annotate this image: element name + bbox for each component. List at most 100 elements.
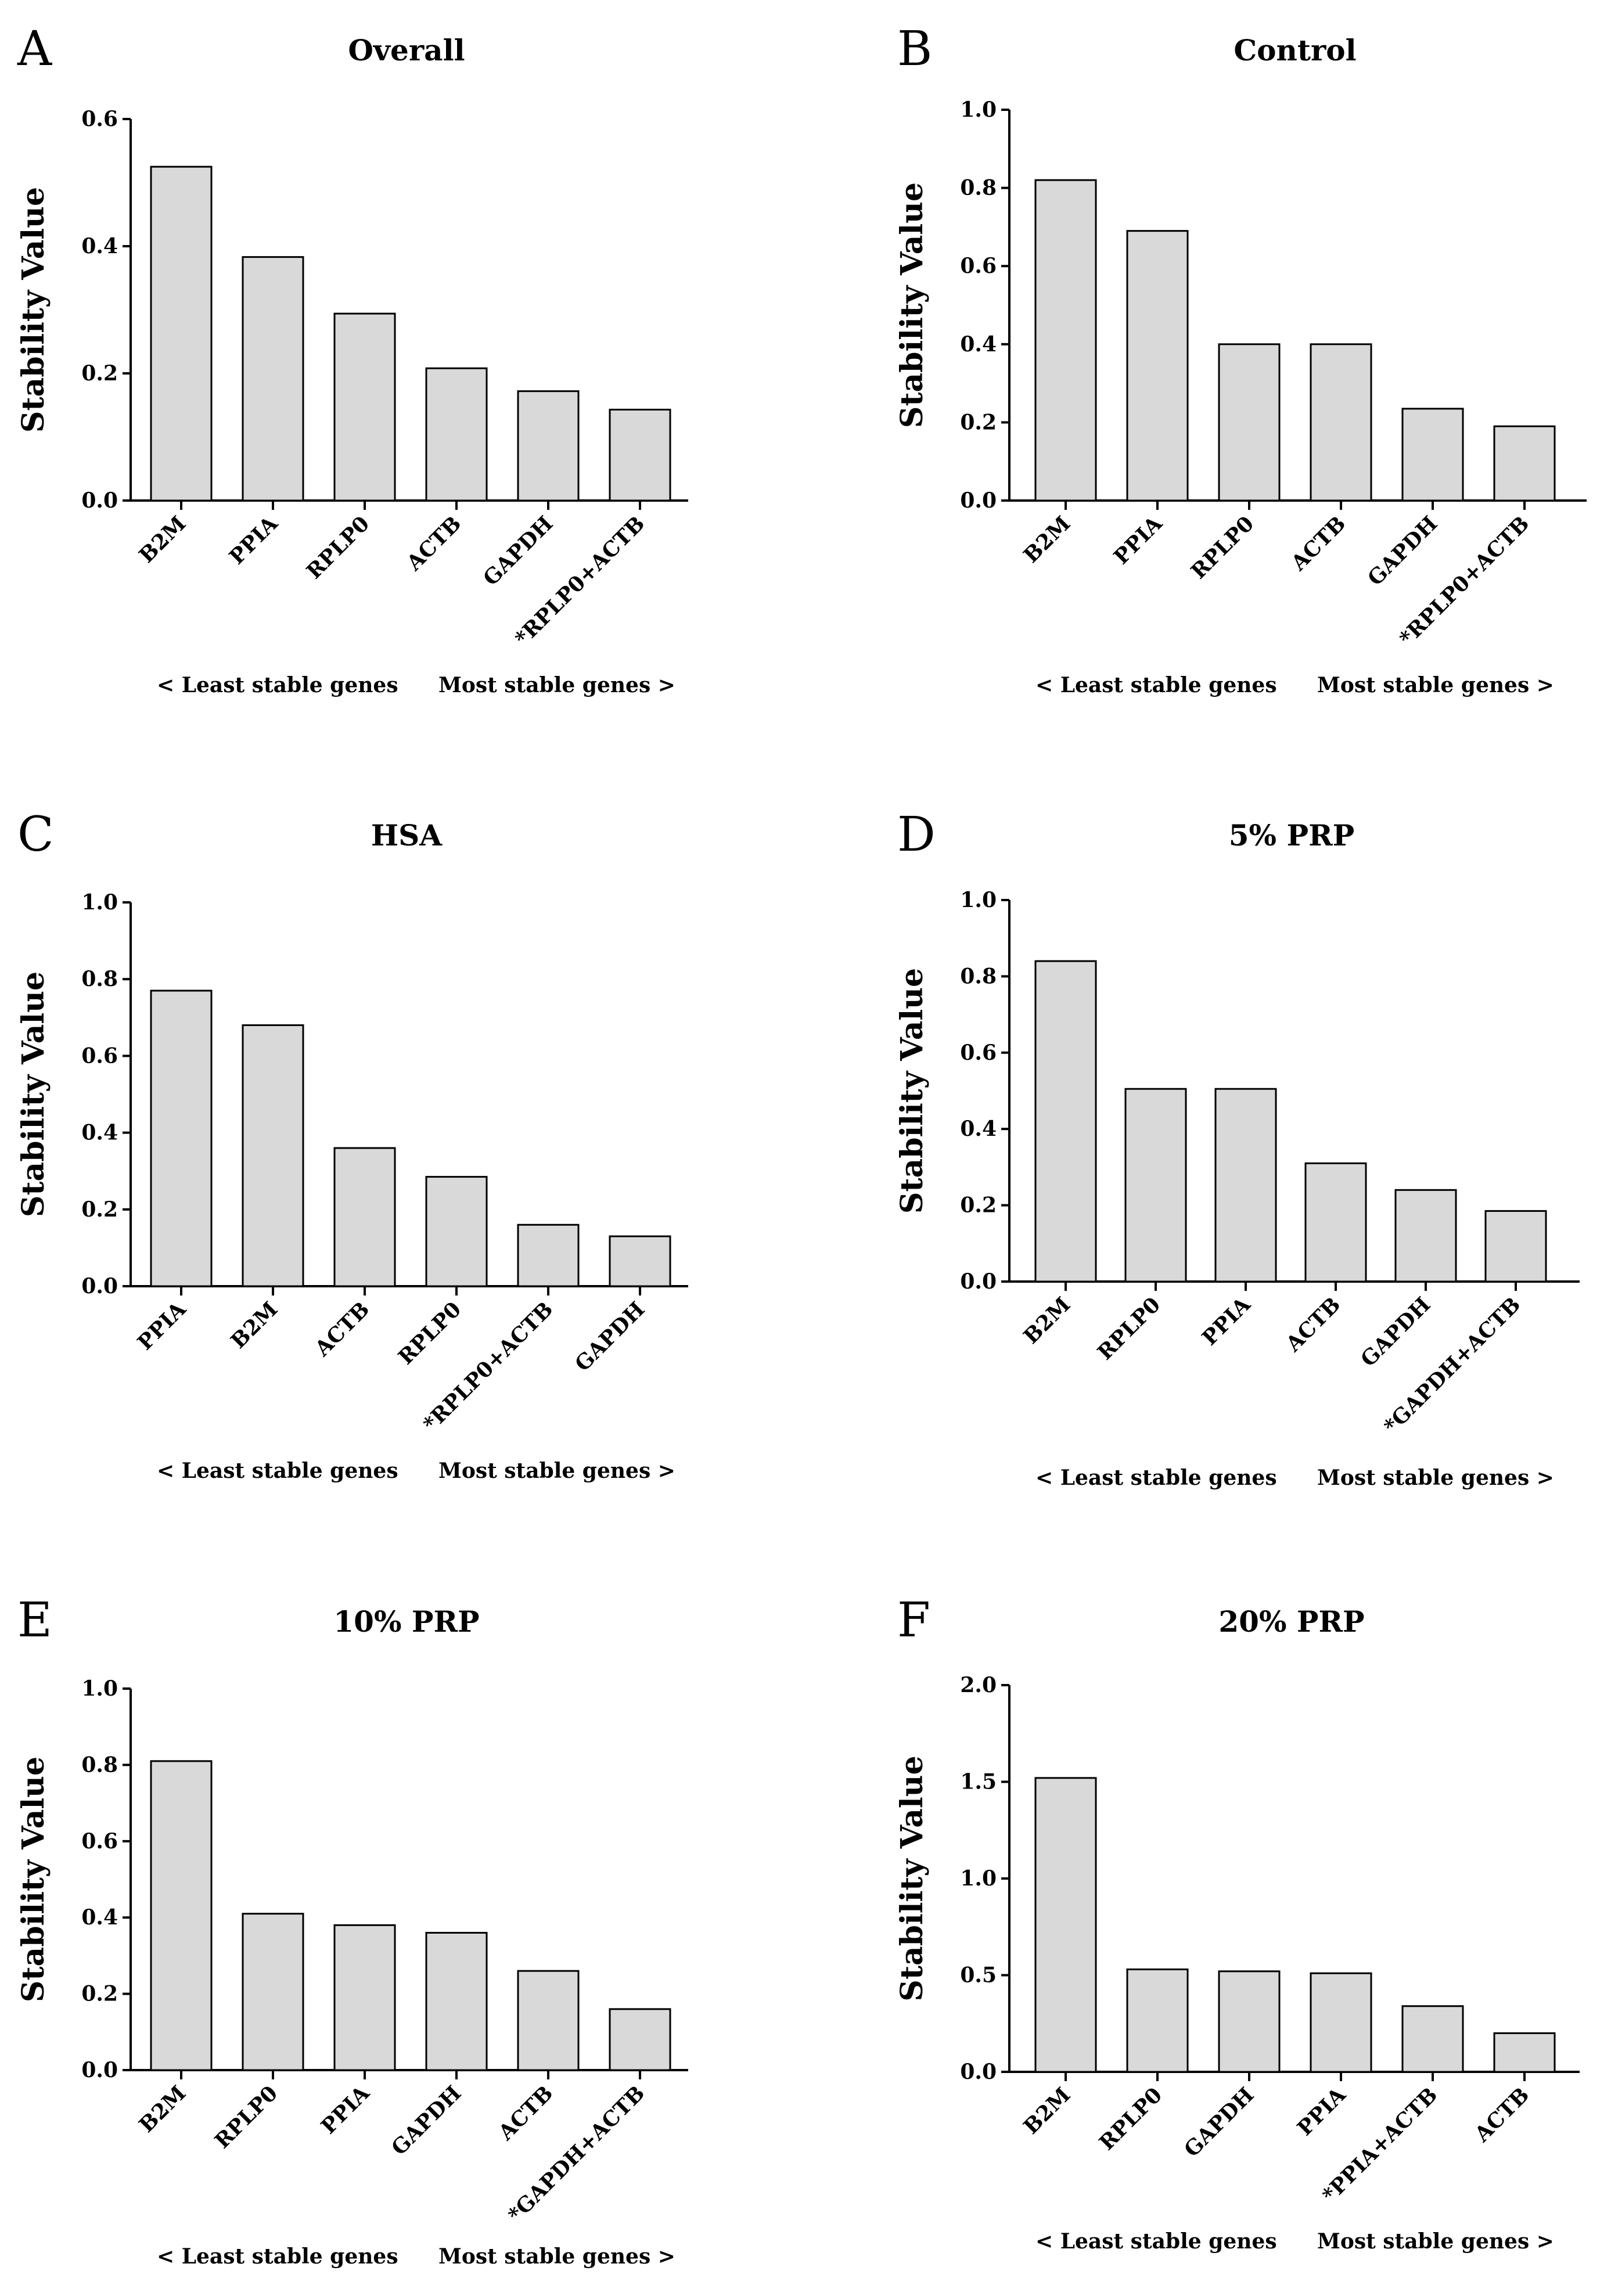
bar-gapdh [425,1931,488,2071]
x-tick-label: GAPDH [1356,1293,1435,1372]
footer-least-stable: < Least stable genes [157,673,398,697]
footer-most-stable: Most stable genes > [438,673,675,697]
y-axis-label: Stability Value [894,182,930,428]
bar-ppia [150,989,213,1287]
y-tick-label: 0.6 [960,1041,997,1065]
axes [1008,1685,1580,2073]
panel-letter: A [17,21,53,77]
bar-b2m [150,1760,213,2071]
bar-actb [517,1970,580,2071]
bar-rplp0 [425,1176,488,1287]
bar-gapdh [1218,1970,1281,2073]
footer-least-stable: < Least stable genes [157,1459,398,1483]
x-tick-label: ACTB [1281,1293,1345,1357]
bar--gapdh-actb [609,2008,671,2071]
bar-rplp0 [1124,1088,1187,1283]
footer-most-stable: Most stable genes > [438,1459,675,1483]
x-tick-label: GAPDH [570,1297,649,1376]
x-tick-label: RPLP0 [1093,1293,1166,1365]
x-tick-label: RPLP0 [210,2081,283,2154]
y-tick-label: 0.4 [81,1121,118,1145]
bar-rplp0 [242,1913,304,2071]
y-tick-label: 0.6 [960,254,997,278]
y-tick-label: 0.6 [81,1829,118,1854]
x-tick-label: PPIA [1198,1292,1256,1350]
y-tick-label: 0.2 [81,1197,118,1222]
panel-title: 10% PRP [333,1604,479,1639]
y-axis-label: Stability Value [16,1757,51,2002]
y-tick-label: 0.4 [81,234,118,258]
footer-least-stable: < Least stable genes [157,2244,398,2269]
y-tick-label: 2.0 [960,1673,997,1697]
footer-least-stable: < Least stable genes [1035,673,1277,697]
bar-b2m [150,165,213,502]
bar-actb [425,367,488,502]
footer-most-stable: Most stable genes > [1317,1466,1554,1490]
panel-title: Control [1234,33,1356,67]
x-tick-label: B2M [226,1297,282,1354]
y-tick-label: 1.0 [81,890,118,915]
bar-b2m [242,1024,304,1287]
panel-f: F 20% PRP Stability Value 0.0 0.5 1.0 1.5 2.0 B2… [894,1593,1580,2254]
panel-e: E 10% PRP Stability Value 0.0 0.2 0.4 0.6 0.8 1.… [16,1593,688,2269]
panel-letter: B [897,21,932,77]
y-tick-label: 0.2 [81,1982,118,2006]
y-axis-label: Stability Value [16,187,51,433]
y-tick-label: 1.5 [960,1770,997,1794]
x-tick-label: RPLP0 [1095,2083,1167,2155]
bar-gapdh [517,390,580,502]
y-tick-label: 0.4 [960,332,997,357]
bar--rplp0-actb [1493,425,1556,502]
x-tick-label: ACTB [310,1297,374,1362]
y-tick-label: 0.2 [960,1193,997,1218]
bar-ppia [1310,1972,1372,2073]
bar-ppia [1214,1088,1277,1283]
y-tick-label: 0.6 [81,107,118,131]
bar-actb [333,1147,396,1287]
bar-b2m [1034,1777,1097,2073]
bar-b2m [1034,179,1097,502]
bar-actb [1304,1162,1367,1283]
bar-ppia [242,256,304,502]
bar-gapdh [1394,1189,1457,1283]
x-tick-label: B2M [134,2081,190,2137]
footer-least-stable: < Least stable genes [1035,1466,1277,1490]
panel-a: A Overall Stability Value 0.0 0.2 0.4 0.6 B2M PP… [16,21,688,697]
panel-letter: F [897,1593,930,1648]
y-tick-label: 0.4 [81,1905,118,1930]
x-tick-label: PPIA [225,511,283,569]
y-axis-label: Stability Value [894,968,930,1214]
x-tick-label: B2M [1019,512,1075,568]
y-tick-label: 0.2 [81,361,118,386]
y-tick-label: 0.8 [81,967,118,991]
x-tick-label: GAPDH [387,2081,466,2160]
y-tick-label: 0.8 [81,1752,118,1777]
panel-c: C HSA Stability Value 0.0 0.2 0.4 0.6 0.8 1.0 PPI… [16,807,688,1483]
y-tick-label: 1.0 [960,1866,997,1891]
x-tick-label: PPIA [317,2081,375,2139]
x-tick-label: B2M [1019,1293,1075,1349]
x-tick-label: GAPDH [1363,512,1442,591]
axes [130,1689,688,2071]
footer-most-stable: Most stable genes > [1317,2229,1554,2254]
panel-letter: C [17,807,54,862]
panel-b: B Control Stability Value 0.0 0.2 0.4 0.6 0.8 1.… [894,21,1587,697]
panels-group: A Overall Stability Value 0.0 0.2 0.4 0.6 B2M PP… [16,21,1587,2269]
y-tick-label: 0.0 [960,2060,997,2084]
y-tick-label: 1.0 [81,1676,118,1701]
bar--rplp0-actb [517,1223,580,1287]
y-tick-label: 0.0 [81,2058,118,2082]
bar-rplp0 [1126,1968,1189,2073]
bar-ppia [1126,230,1189,502]
footer-most-stable: Most stable genes > [1317,673,1554,697]
panel-letter: E [17,1593,52,1648]
y-axis-label: Stability Value [894,1755,930,2001]
bar-actb [1493,2032,1556,2073]
y-tick-label: 0.8 [960,964,997,988]
x-tick-label: GAPDH [1180,2083,1258,2162]
footer-most-stable: Most stable genes > [438,2244,675,2269]
x-tick-label: ACTB [1469,2083,1534,2147]
bar--gapdh-actb [1484,1210,1547,1283]
y-tick-label: 1.0 [960,888,997,912]
